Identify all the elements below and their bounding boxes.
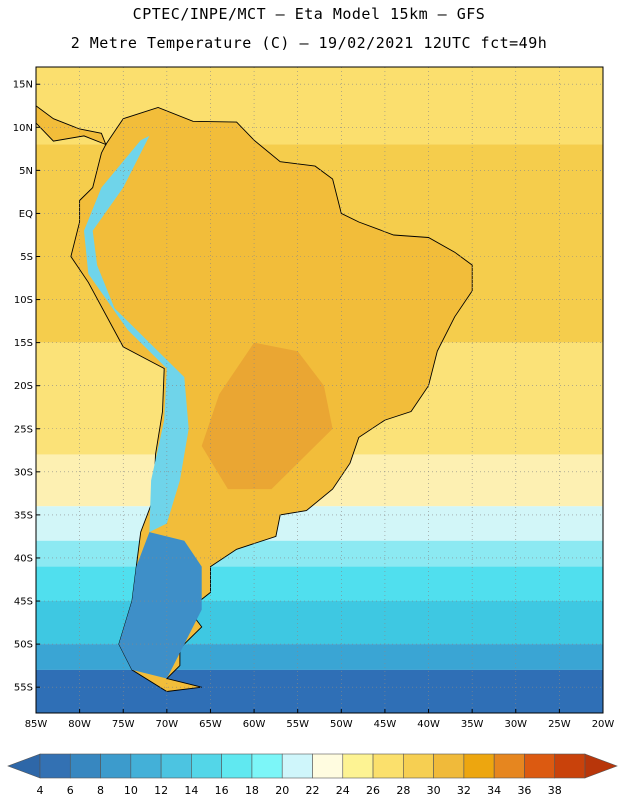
lon-tick-label: 65W (199, 719, 222, 730)
lon-tick-label: 55W (286, 719, 309, 730)
lon-tick-label: 30W (504, 719, 527, 730)
lon-tick-label: 85W (25, 719, 48, 730)
colorbar-swatch (493, 753, 525, 779)
lat-tick-label: 50S (14, 640, 33, 651)
colorbar-low-arrow (7, 753, 41, 779)
temperature-band (36, 669, 603, 713)
temperature-band (36, 540, 603, 567)
hot-interior-region (201, 342, 333, 490)
temperature-band (36, 506, 603, 541)
lat-tick-label: 20S (14, 381, 33, 392)
patagonia-cold-region (118, 532, 202, 679)
colorbar-swatch (160, 753, 192, 779)
colorbar-swatch (312, 753, 344, 779)
map-frame (35, 66, 604, 714)
colorbar-tick-label: 32 (457, 784, 471, 797)
colorbar-swatch (463, 753, 495, 779)
colorbar-swatch (251, 753, 283, 779)
colorbar-tick-label: 12 (154, 784, 168, 797)
colorbar-tick-label: 8 (97, 784, 104, 797)
colorbar-tick-label: 34 (487, 784, 501, 797)
lon-tick-label: 45W (374, 719, 397, 730)
lat-tick-label: 45S (14, 597, 33, 608)
lat-tick-label: 10N (13, 123, 33, 134)
lat-tick-label: 30S (14, 467, 33, 478)
central-america-landmass (36, 105, 107, 146)
lon-tick-label: 50W (330, 719, 353, 730)
colorbar-tick-label: 6 (67, 784, 74, 797)
colorbar-swatch (191, 753, 222, 779)
lon-tick-label: 60W (243, 719, 266, 730)
lat-tick-label: 15N (13, 80, 33, 91)
lat-lon-gridlines (36, 67, 603, 713)
chart-title-line1: CPTEC/INPE/MCT – Eta Model 15km – GFS (132, 5, 486, 23)
colorbar-tick-label: 36 (517, 784, 531, 797)
colorbar-swatch (554, 753, 586, 779)
colorbar-tick-label: 4 (37, 784, 44, 797)
lat-tick-label: 35S (14, 510, 33, 521)
colorbar-swatch (221, 753, 253, 779)
lat-tick-label: 5S (20, 252, 33, 263)
lon-tick-label: 80W (68, 719, 91, 730)
colorbar-high-arrow (584, 753, 618, 779)
lon-tick-label: 35W (461, 719, 484, 730)
colorbar-tick-label: 20 (275, 784, 289, 797)
lat-tick-label: 55S (14, 683, 33, 694)
temperature-field (36, 67, 603, 713)
colorbar-swatch (100, 753, 132, 779)
colorbar-tick-label: 10 (124, 784, 138, 797)
colorbar-tick-label: 18 (245, 784, 259, 797)
colorbar-swatch (281, 753, 313, 779)
colorbar-swatch (342, 753, 374, 779)
chart-title-line2: 2 Metre Temperature (C) – 19/02/2021 12U… (70, 34, 548, 52)
colorbar-tick-label: 26 (366, 784, 380, 797)
colorbar-tick-label: 30 (427, 784, 441, 797)
lon-tick-label: 25W (548, 719, 571, 730)
colorbar-swatch (403, 753, 434, 779)
lat-tick-label: 40S (14, 553, 33, 564)
lat-tick-label: 15S (14, 338, 33, 349)
colorbar-tick-label: 38 (548, 784, 562, 797)
colorbar-swatch (130, 753, 162, 779)
temperature-band (36, 566, 603, 602)
lon-tick-label: 75W (112, 719, 135, 730)
colorbar-swatch (433, 753, 465, 779)
colorbar: 4 6 8 10 12 14 16 18 20 22 24 26 28 30 32 34 36 38 (7, 753, 618, 797)
andes-cold-strip (84, 135, 189, 533)
colorbar-swatch (39, 753, 71, 779)
lon-tick-label: 40W (417, 719, 440, 730)
colorbar-tick-label: 24 (336, 784, 350, 797)
lon-tick-label: 70W (156, 719, 179, 730)
colorbar-tick-label: 14 (184, 784, 198, 797)
longitude-axis: 85W 80W 75W 70W 65W 60W 55W 50W 45W 40W 35W 30W 25W 2… (25, 709, 615, 730)
lon-tick-label: 20W (592, 719, 615, 730)
colorbar-tick-label: 16 (215, 784, 229, 797)
colorbar-swatch (69, 753, 101, 779)
lat-tick-label: 25S (14, 424, 33, 435)
colorbar-tick-label: 28 (396, 784, 410, 797)
latitude-axis: 15N 10N 5N EQ 5S 10S 15S 20S 25S 30S 35S 40S 45S 50S 5… (13, 80, 40, 694)
lat-tick-label: 10S (14, 295, 33, 306)
colorbar-tick-label: 22 (306, 784, 320, 797)
lat-tick-label: 5N (19, 166, 33, 177)
colorbar-swatch (524, 753, 556, 779)
colorbar-swatch (372, 753, 404, 779)
lat-tick-label: EQ (19, 209, 33, 220)
